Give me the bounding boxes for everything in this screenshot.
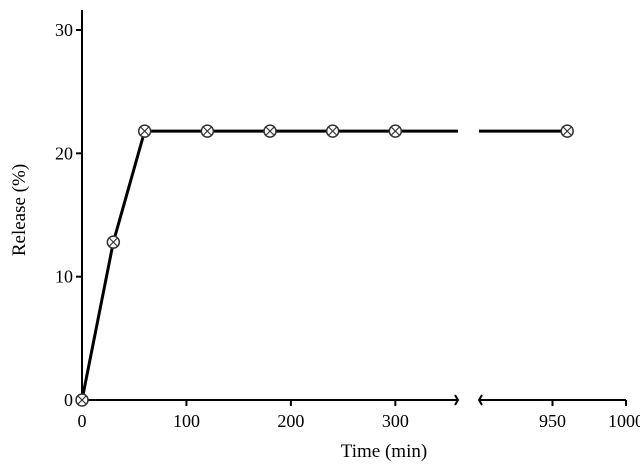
- x-tick-label: 950: [539, 411, 566, 431]
- data-point: [560, 124, 574, 138]
- y-tick-label: 10: [55, 267, 73, 287]
- x-tick-label: 1000: [608, 411, 640, 431]
- y-tick-label: 0: [64, 390, 73, 410]
- series-line-left: [80, 129, 458, 401]
- y-tick-label: 20: [55, 143, 73, 163]
- x-tick-label: 300: [382, 411, 409, 431]
- series: [75, 124, 574, 407]
- axis-break-mark-left: [454, 394, 460, 406]
- y-axis-title: Release (%): [9, 164, 30, 256]
- data-point: [263, 124, 277, 138]
- data-point: [137, 124, 152, 138]
- data-point: [325, 124, 340, 138]
- x-tick-label: 100: [173, 411, 200, 431]
- data-point: [75, 393, 89, 407]
- axis-break-mark-right: [477, 394, 483, 406]
- x-tick-label: 0: [78, 411, 87, 431]
- x-tick-label: 200: [277, 411, 304, 431]
- data-point: [106, 235, 121, 249]
- axes: [81, 10, 626, 406]
- data-point: [388, 124, 403, 138]
- data-point: [200, 124, 215, 138]
- y-tick-label: 30: [55, 20, 73, 40]
- x-axis-title: Time (min): [341, 441, 427, 462]
